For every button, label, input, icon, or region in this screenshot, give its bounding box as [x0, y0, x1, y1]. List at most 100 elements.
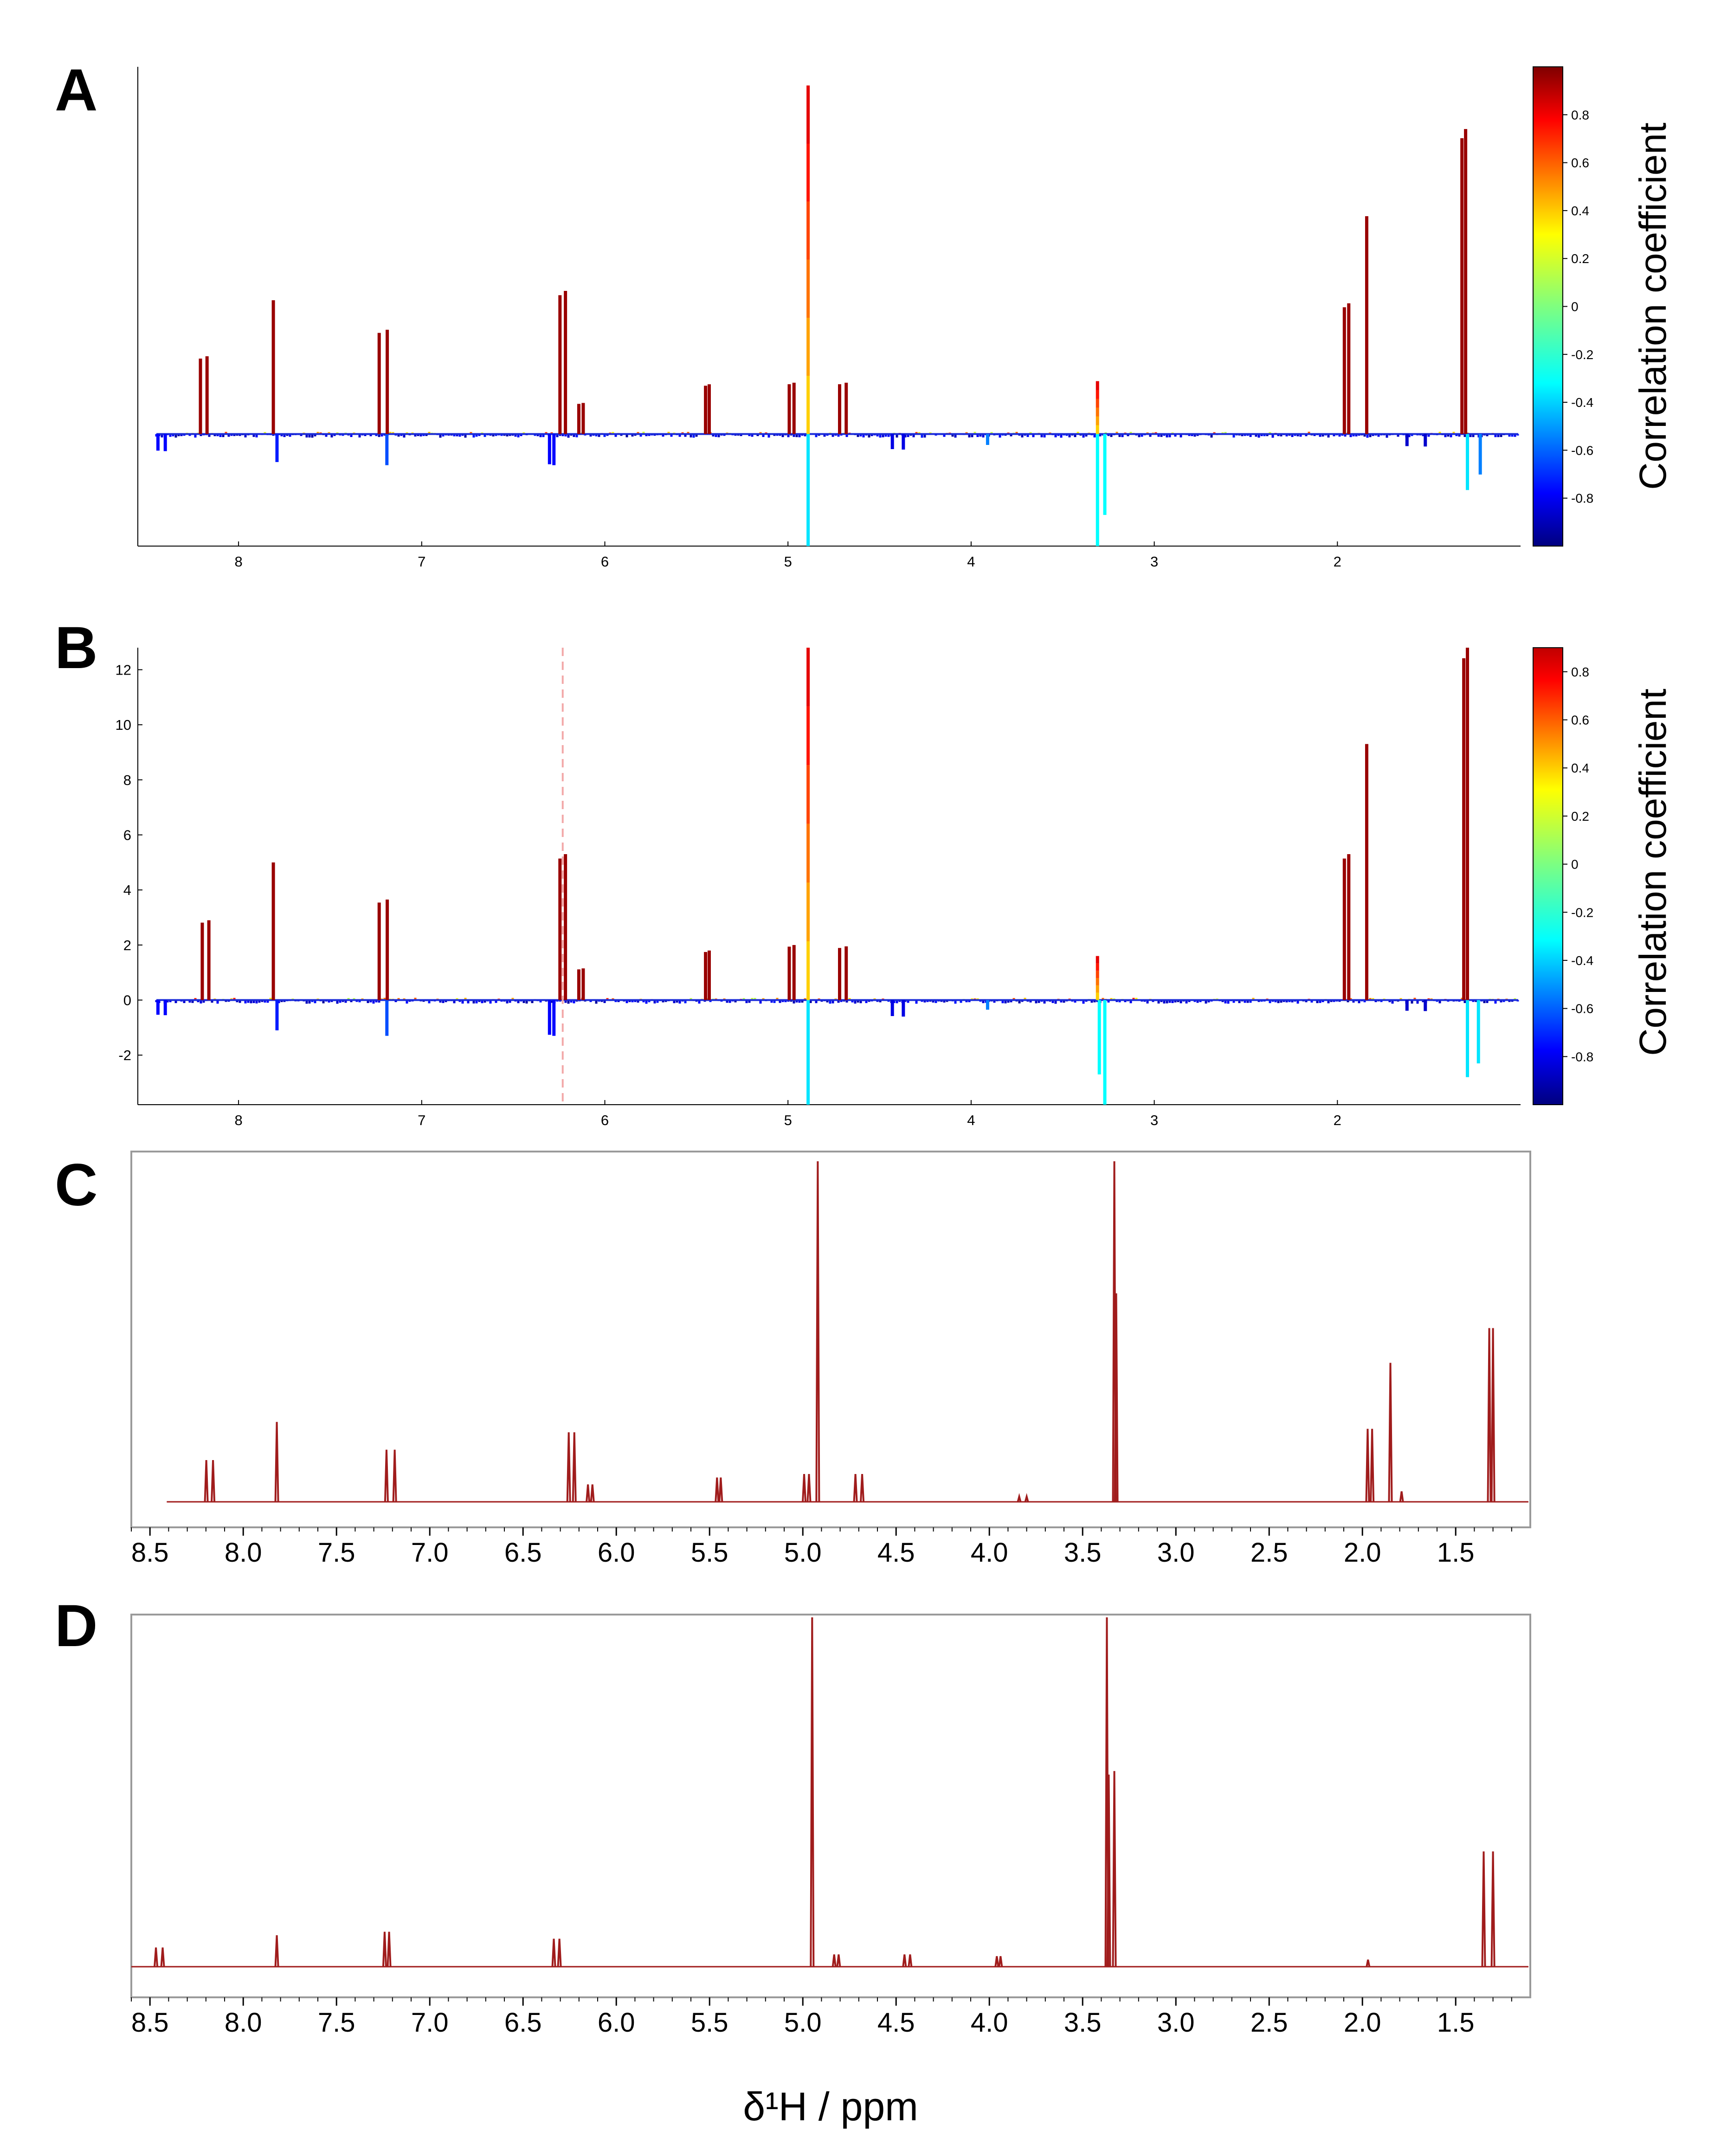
spectrum-peak [384, 1449, 389, 1502]
x-tick-label: 7 [418, 553, 425, 570]
plot-area-d [131, 1617, 1528, 1968]
panel-c: C 8.5 8.0 7.5 7.0 6.5 6.0 5.5 5.0 4.5 4.0 3.5 3.0 2.… [55, 1151, 1531, 1568]
colorbar-b [1533, 647, 1563, 1105]
x-tick-label: 8 [234, 1112, 242, 1128]
spectrum-peak [1106, 1774, 1111, 1967]
spectrum-peak [832, 1954, 837, 1967]
y-tick-label: 4 [123, 882, 131, 898]
spectrum-peak [387, 1931, 392, 1967]
colorbar-tick-label: -0.4 [1571, 395, 1593, 410]
spectrum-peak [836, 1954, 841, 1967]
spectrum-peak [382, 1931, 387, 1967]
spectrum-peak [551, 1938, 556, 1967]
plot-area-c [167, 1161, 1528, 1503]
spectrum-peak [1366, 1959, 1371, 1967]
spectrum-peak [160, 1947, 165, 1967]
x-tick-label: 8.5 [131, 2008, 169, 2038]
panel-d: D 8.5 8.0 7.5 7.0 6.5 6.0 5.5 5.0 4.5 4.0 3.5 3.0 2.… [55, 1593, 1531, 2038]
spectrum-peak [1112, 1771, 1117, 1967]
colorbar-tick-label: -0.2 [1571, 348, 1593, 362]
spectrum-peak [1481, 1851, 1486, 1967]
x-axis-title: δ¹H / ppm [743, 2085, 918, 2129]
plot-frame-d [130, 1614, 1531, 1998]
colorbar-ticks-a: 0.8 0.6 0.4 0.2 0 -0.2 -0.4 -0.6 -0.8 [1563, 108, 1593, 506]
plot-area-a [137, 67, 1521, 547]
x-tick-label: 8 [234, 553, 242, 570]
x-tick-label: 7.0 [411, 1538, 449, 1568]
y-axis-b: 12 10 8 6 4 2 0 -2 [116, 662, 142, 1063]
colorbar-tick-label: 0.6 [1571, 713, 1589, 727]
x-axis-b: 8 7 6 5 4 3 2 [234, 1100, 1341, 1128]
panel-letter-a: A [55, 57, 97, 123]
x-tick-label: 6.0 [598, 2008, 635, 2038]
x-tick-label: 6 [601, 553, 609, 570]
y-tick-label: 10 [116, 717, 131, 733]
spectrum-peak [1370, 1429, 1375, 1502]
spectrum-peak [902, 1954, 907, 1967]
x-tick-label: 5 [784, 1112, 792, 1128]
spectrum-peak [998, 1956, 1003, 1967]
spectrum-peak [557, 1938, 562, 1967]
panel-letter-c: C [55, 1152, 97, 1218]
spectrum-peak [715, 1477, 720, 1502]
spectrum-peak [853, 1474, 858, 1502]
spectrum-peak [1114, 1293, 1119, 1502]
y-tick-label: 6 [123, 827, 131, 843]
colorbar-tick-label: -0.8 [1571, 1049, 1593, 1064]
spectrum-peak [994, 1956, 999, 1967]
x-tick-label: 2.5 [1251, 1538, 1288, 1568]
x-tick-label: 5.5 [691, 1538, 728, 1568]
spectrum-peak [1024, 1493, 1029, 1502]
x-tick-label: 2 [1334, 1112, 1341, 1128]
spectrum-peak [590, 1484, 595, 1502]
spectrum-peak [1487, 1328, 1492, 1502]
colorbar-label-b: Correlation coefficient [1632, 689, 1674, 1056]
y-tick-label: -2 [118, 1047, 131, 1063]
colorbar-tick-label: 0 [1571, 300, 1579, 314]
x-tick-label: 4 [967, 553, 975, 570]
x-tick-label: 8.5 [131, 1538, 169, 1568]
x-tick-label: 6.5 [504, 1538, 542, 1568]
x-tick-label: 3.0 [1157, 2008, 1195, 2038]
plot-frame-c [130, 1151, 1531, 1528]
y-tick-label: 12 [116, 662, 131, 678]
x-tick-label: 7.5 [318, 2008, 355, 2038]
spectrum-peak [274, 1422, 279, 1502]
colorbar-tick-label: 0.2 [1571, 809, 1589, 824]
colorbar-tick-label: 0.2 [1571, 251, 1589, 266]
spectrum-peak [810, 1617, 815, 1967]
spectrum-peak [815, 1161, 820, 1502]
spectrum-peak [1490, 1851, 1495, 1967]
panel-b: B 8 7 6 5 4 3 2 12 10 8 6 4 2 0 -2 0.8 0.6 0.4 0.2 0 -0.2 -… [55, 615, 1674, 1128]
x-tick-label: 3.0 [1157, 1538, 1195, 1568]
y-tick-label: 2 [123, 937, 131, 953]
spectrum-peak [1388, 1363, 1393, 1502]
x-tick-label: 4 [967, 1112, 975, 1128]
spectrum-peak [802, 1474, 807, 1502]
spectrum-peak [718, 1477, 723, 1502]
spectrum-peak [572, 1432, 577, 1502]
panel-letter-b: B [55, 615, 97, 681]
x-tick-label: 2.5 [1251, 2008, 1288, 2038]
colorbar-ticks-b: 0.8 0.6 0.4 0.2 0 -0.2 -0.4 -0.6 -0.8 [1563, 665, 1593, 1064]
x-tick-label: 5 [784, 553, 792, 570]
x-tick-label: 2.0 [1344, 1538, 1381, 1568]
x-axis-d: 8.5 8.0 7.5 7.0 6.5 6.0 5.5 5.0 4.5 4.0 3.5 3.0 2.5 2… [131, 1997, 1512, 2038]
spectrum-peak [154, 1947, 159, 1967]
x-tick-label: 4.0 [971, 2008, 1008, 2038]
colorbar-label-a: Correlation coefficient [1632, 122, 1674, 490]
colorbar-tick-label: 0.4 [1571, 761, 1589, 775]
x-tick-label: 1.5 [1437, 1538, 1475, 1568]
spectrum-peak [204, 1460, 209, 1502]
spectrum-peak [211, 1460, 216, 1502]
x-tick-label: 5.5 [691, 2008, 728, 2038]
x-tick-label: 7.0 [411, 2008, 449, 2038]
x-tick-label: 7.5 [318, 1538, 355, 1568]
x-tick-label: 4.0 [971, 1538, 1008, 1568]
x-tick-label: 2 [1334, 553, 1341, 570]
x-tick-label: 4.5 [877, 1538, 915, 1568]
x-tick-label: 8.0 [225, 2008, 262, 2038]
colorbar-tick-label: 0.8 [1571, 665, 1589, 679]
x-tick-label: 8.0 [225, 1538, 262, 1568]
